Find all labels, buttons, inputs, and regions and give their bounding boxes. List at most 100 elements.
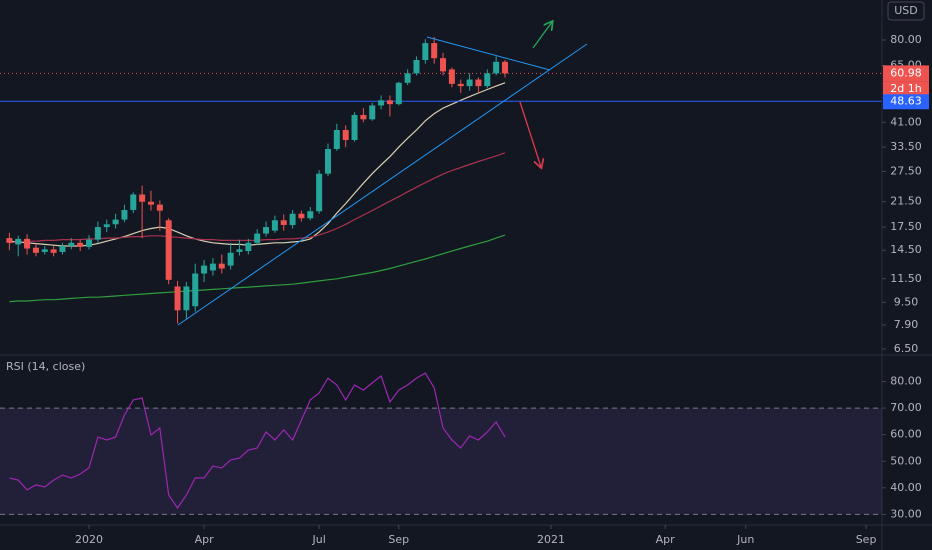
candle-body <box>77 242 84 247</box>
candle-body <box>342 130 349 140</box>
candle-body <box>501 61 508 74</box>
currency-label: USD <box>894 4 918 17</box>
candle-body <box>289 213 296 225</box>
candle-body <box>307 211 314 219</box>
x-tick-label: Apr <box>656 533 676 546</box>
candle-body <box>395 82 402 105</box>
candle-body <box>378 100 385 106</box>
x-tick-label: 2021 <box>537 533 565 546</box>
candle-body <box>59 246 66 252</box>
candle-body <box>360 114 367 120</box>
x-tick-label: Apr <box>195 533 215 546</box>
candle-body <box>386 100 393 105</box>
price-axis: USD 80.0065.0041.0033.5027.5021.5017.501… <box>882 1 929 520</box>
candle-body <box>227 252 234 266</box>
candle-body <box>466 79 473 87</box>
candle-body <box>86 239 93 247</box>
level-label: 48.63 <box>890 94 922 107</box>
rsi-band <box>0 408 882 515</box>
rsi-pane: RSI (14, close) <box>0 360 882 515</box>
moving-average <box>9 234 506 303</box>
candle-body <box>130 194 137 211</box>
candle-body <box>32 247 39 253</box>
candle-body <box>254 233 261 243</box>
y-tick-label: 33.50 <box>890 140 922 153</box>
candle-body <box>139 194 146 202</box>
candle-body <box>50 249 57 253</box>
candle-body <box>94 227 101 240</box>
y-tick-label: 7.90 <box>894 318 919 331</box>
candle-body <box>431 43 438 59</box>
candle-body <box>493 61 500 74</box>
candle-body <box>112 219 119 225</box>
candle-body <box>298 213 305 219</box>
level-box <box>883 94 929 110</box>
countdown-box <box>883 81 929 97</box>
candle-body <box>174 286 181 311</box>
y-tick-label: 70.00 <box>890 401 922 414</box>
candle-body <box>422 43 429 60</box>
y-tick-label: 60.00 <box>890 428 922 441</box>
candle-body <box>236 249 243 252</box>
candle-body <box>41 249 48 252</box>
x-tick-label: Jul <box>311 533 325 546</box>
candle-body <box>448 69 455 84</box>
x-tick-label: Sep <box>388 533 409 546</box>
candle-body <box>369 105 376 120</box>
y-tick-label: 50.00 <box>890 454 922 467</box>
y-tick-label: 41.00 <box>890 115 922 128</box>
candle-body <box>218 263 225 269</box>
candle-body <box>457 83 464 87</box>
y-tick-label: 14.50 <box>890 243 922 256</box>
x-tick-label: Sep <box>856 533 877 546</box>
countdown-label: 2d 1h <box>890 82 921 95</box>
y-tick-label: 80.00 <box>890 33 922 46</box>
candle-body <box>201 265 208 274</box>
y-tick-label: 6.50 <box>894 342 919 355</box>
candle-body <box>245 242 252 252</box>
y-tick-label: 80.00 <box>890 375 922 388</box>
candle-body <box>316 173 323 212</box>
candle-body <box>165 220 172 280</box>
last-price-box <box>883 65 929 82</box>
candle-body <box>280 220 287 225</box>
y-tick-label: 21.50 <box>890 195 922 208</box>
y-tick-label: 9.50 <box>894 295 919 308</box>
x-tick-label: Jun <box>736 533 754 546</box>
support-trendline <box>177 43 588 326</box>
candle-body <box>404 73 411 83</box>
x-tick-label: 2020 <box>75 533 103 546</box>
candle-body <box>147 201 154 205</box>
candle-body <box>413 59 420 74</box>
price-pane <box>0 36 882 324</box>
up-arrow <box>532 22 552 49</box>
y-tick-label: 11.50 <box>890 272 922 285</box>
y-tick-label: 30.00 <box>890 507 922 520</box>
candle-body <box>484 73 491 87</box>
down-arrow <box>519 101 541 167</box>
resistance-trendline <box>426 36 551 71</box>
candle-body <box>209 263 216 271</box>
y-tick-label: 40.00 <box>890 481 922 494</box>
candle-body <box>333 130 340 149</box>
candle-body <box>263 227 270 234</box>
y-tick-label: 27.50 <box>890 164 922 177</box>
y-tick-label: 17.50 <box>890 220 922 233</box>
candle-body <box>192 273 199 307</box>
candle-body <box>103 224 110 228</box>
rsi-line <box>9 372 506 510</box>
candle-body <box>271 220 278 231</box>
candle-body <box>351 114 358 140</box>
currency-box <box>887 1 925 21</box>
candle-body <box>440 58 447 72</box>
candle-body <box>324 148 331 174</box>
candle-body <box>183 286 190 311</box>
last-price-label: 60.98 <box>890 66 922 79</box>
candle-body <box>24 238 31 249</box>
candle-body <box>156 204 163 211</box>
candle-body <box>15 238 22 245</box>
candle-body <box>475 79 482 87</box>
rsi-title: RSI (14, close) <box>6 360 85 373</box>
